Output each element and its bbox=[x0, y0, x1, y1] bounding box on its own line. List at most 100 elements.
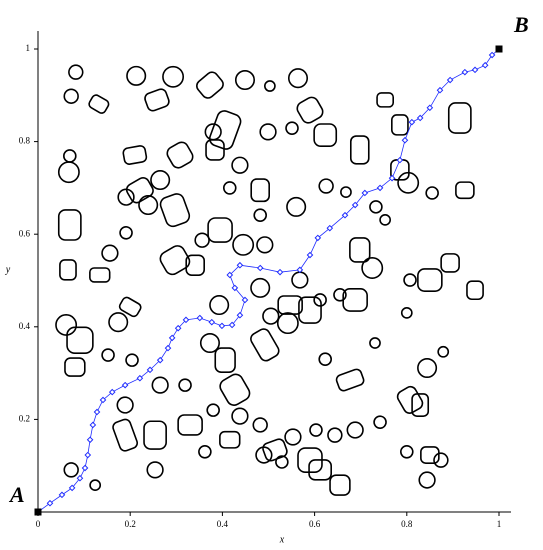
path-point bbox=[314, 234, 322, 242]
obstacle-circle bbox=[333, 288, 347, 302]
path-point bbox=[108, 388, 116, 396]
obstacle-circle bbox=[418, 471, 436, 489]
obstacle-circle bbox=[198, 445, 212, 459]
path-point bbox=[388, 174, 396, 182]
y-tick-label: 0.4 bbox=[19, 321, 31, 331]
path-point bbox=[326, 224, 334, 232]
x-tick-label: 0.8 bbox=[401, 519, 413, 529]
obstacle-circle bbox=[234, 70, 256, 91]
obstacle-rect bbox=[196, 71, 224, 99]
obstacle-circle bbox=[369, 200, 383, 214]
obstacle-rect bbox=[349, 135, 370, 165]
obstacle-rect bbox=[349, 237, 371, 263]
obstacle-rect bbox=[329, 474, 351, 496]
obstacle-rect bbox=[313, 123, 338, 148]
obstacle-rect bbox=[417, 268, 443, 292]
obstacle-circle bbox=[327, 427, 343, 443]
x-tick-label: 0 bbox=[36, 519, 41, 529]
path-point bbox=[351, 201, 359, 209]
obstacle-rect bbox=[376, 92, 395, 108]
path-point bbox=[256, 264, 264, 272]
path-point bbox=[99, 396, 107, 404]
path-point bbox=[76, 474, 84, 482]
path-point bbox=[196, 314, 204, 322]
obstacle-circle bbox=[138, 195, 159, 216]
obstacle-circle bbox=[262, 307, 280, 325]
obstacle-circle bbox=[253, 208, 267, 223]
obstacle-circle bbox=[117, 188, 135, 206]
path-point bbox=[361, 189, 369, 197]
y-tick-label: 0.6 bbox=[19, 228, 31, 238]
path-line bbox=[37, 48, 500, 513]
path-point bbox=[182, 316, 190, 324]
path-point bbox=[488, 51, 496, 59]
obstacle-circle bbox=[222, 181, 237, 195]
obstacle-rect bbox=[57, 209, 82, 241]
path-point bbox=[136, 374, 144, 382]
path-point bbox=[408, 118, 416, 126]
obstacle-circle bbox=[231, 407, 249, 425]
obstacle-rect bbox=[296, 96, 324, 124]
x-axis-label: x bbox=[279, 534, 285, 545]
path-point bbox=[156, 356, 164, 364]
path-point bbox=[296, 266, 304, 274]
obstacle-circle bbox=[146, 461, 164, 479]
obstacle-rect bbox=[219, 373, 251, 406]
obstacle-circle bbox=[252, 417, 268, 433]
obstacle-rect bbox=[396, 385, 424, 414]
obstacle-rect bbox=[205, 139, 225, 161]
obstacle-circle bbox=[286, 196, 307, 217]
obstacle-circle bbox=[194, 232, 210, 248]
obstacle-circle bbox=[437, 345, 450, 358]
path-point bbox=[89, 421, 97, 429]
path-point bbox=[401, 136, 409, 144]
x-tick-label: 0.4 bbox=[217, 519, 229, 529]
obstacle-rect bbox=[298, 296, 322, 324]
y-axis-label: y bbox=[5, 264, 11, 275]
endpoint bbox=[34, 508, 42, 516]
path-point bbox=[121, 381, 129, 389]
obstacle-rect bbox=[440, 253, 460, 273]
obstacle-circle bbox=[275, 455, 289, 469]
obstacle-circle bbox=[259, 123, 277, 141]
obstacle-circle bbox=[126, 65, 147, 86]
path-point bbox=[164, 344, 172, 352]
path-point bbox=[481, 61, 489, 69]
obstacle-circle bbox=[89, 479, 102, 492]
obstacle-circle bbox=[232, 233, 255, 256]
obstacle-rect bbox=[166, 141, 194, 169]
path-point bbox=[236, 261, 244, 269]
obstacle-rect bbox=[391, 114, 409, 136]
obstacle-rect bbox=[455, 181, 475, 200]
path-point bbox=[306, 251, 314, 259]
obstacle-rect bbox=[64, 357, 86, 377]
obstacle-circle bbox=[291, 271, 309, 289]
obstacle-circle bbox=[150, 170, 171, 191]
obstacle-rect bbox=[88, 94, 110, 114]
obstacle-rect bbox=[207, 217, 233, 243]
annotation-b: B bbox=[513, 12, 529, 37]
path-point bbox=[236, 311, 244, 319]
obstacle-rect bbox=[262, 438, 288, 462]
obstacle-circle bbox=[425, 186, 439, 200]
path-point bbox=[396, 156, 404, 164]
obstacle-rect bbox=[159, 193, 191, 228]
obstacle-circle bbox=[287, 68, 309, 89]
path-point bbox=[208, 318, 216, 326]
obstacle-circle bbox=[199, 332, 220, 354]
path-point bbox=[93, 408, 101, 416]
obstacle-circle bbox=[256, 236, 274, 254]
obstacle-rect bbox=[335, 368, 365, 392]
obstacle-circle bbox=[379, 213, 392, 226]
obstacle-circle bbox=[125, 353, 139, 367]
obstacle-rect bbox=[112, 418, 139, 452]
obstacle-circle bbox=[276, 312, 299, 335]
obstacle-rect bbox=[159, 245, 191, 276]
annotation-a: A bbox=[8, 482, 25, 507]
obstacle-circle bbox=[57, 161, 80, 184]
obstacle-circle bbox=[101, 348, 115, 362]
path-point bbox=[241, 296, 249, 304]
obstacle-circle bbox=[318, 352, 332, 367]
obstacle-rect bbox=[250, 178, 270, 203]
obstacle-rect bbox=[277, 295, 303, 315]
